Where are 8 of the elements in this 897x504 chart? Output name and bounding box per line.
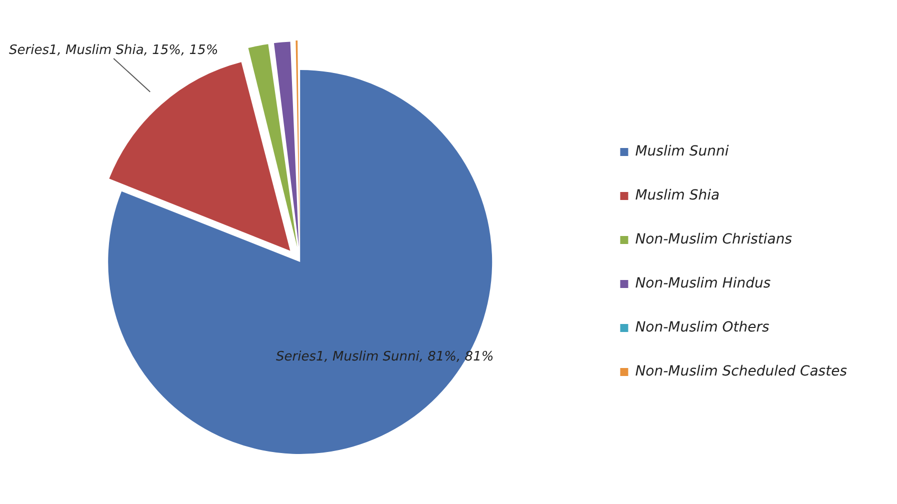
legend-label: Muslim Sunni bbox=[635, 144, 729, 160]
legend-label: Non-Muslim Others bbox=[635, 320, 770, 336]
legend-label: Non-Muslim Christians bbox=[635, 232, 792, 248]
data-label: Series1, Muslim Sunni, 81%, 81% bbox=[276, 350, 494, 365]
data-label: Series1, Muslim Shia, 15%, 15% bbox=[9, 42, 218, 58]
legend-label: Non-Muslim Hindus bbox=[635, 276, 771, 292]
legend-label: Non-Muslim Scheduled Castes bbox=[635, 364, 848, 380]
legend-label: Muslim Shia bbox=[635, 188, 720, 204]
